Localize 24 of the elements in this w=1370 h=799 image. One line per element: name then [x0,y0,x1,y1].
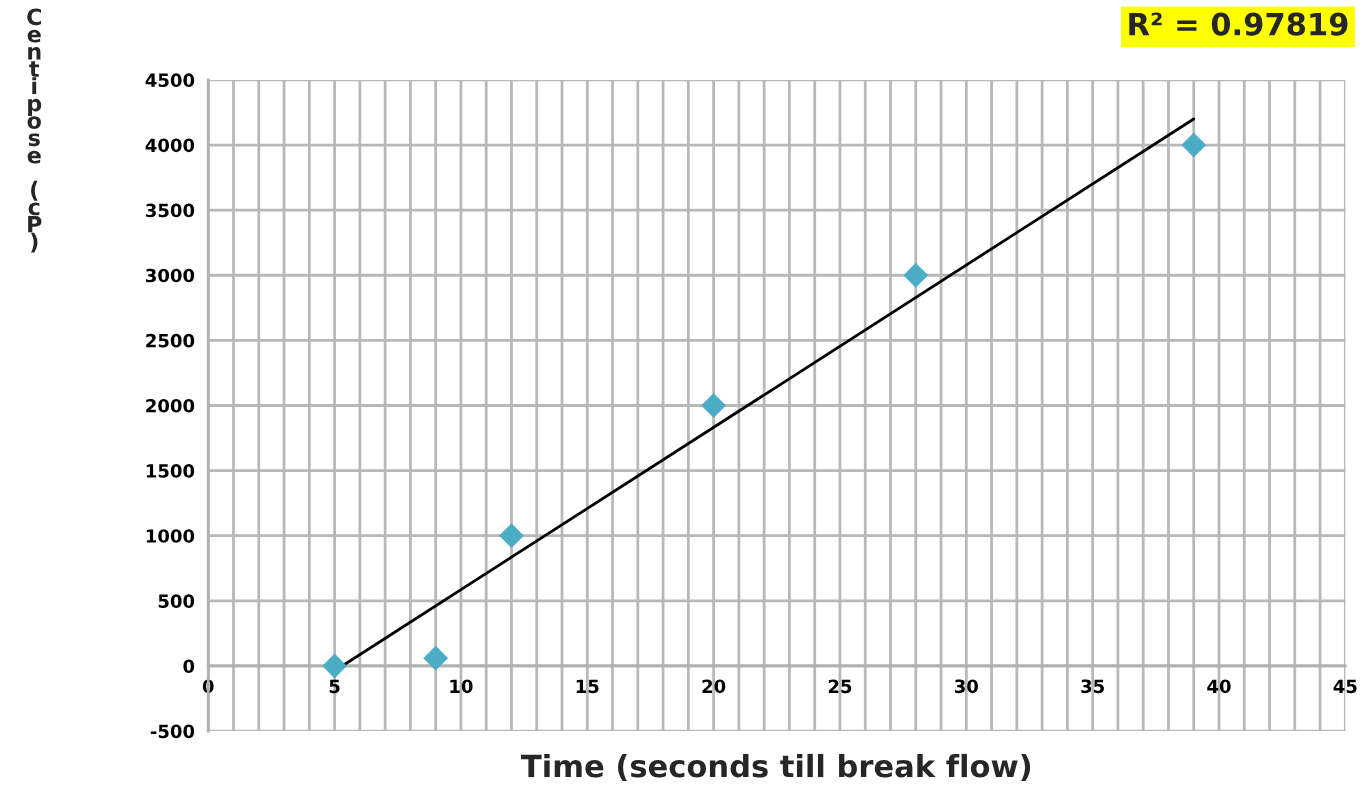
text: Centipose (cP) [27,8,42,253]
point [903,262,929,288]
y-tick-label: 2000 [146,398,195,413]
x-tick-label: 25 [828,679,852,694]
x-tick-label: 35 [1081,679,1104,694]
y-tick-label: 1000 [146,529,195,543]
y-tick-label: 4500 [145,73,195,88]
y-tick-label: 1500 [146,464,195,478]
x-tick-label: 20 [702,679,726,694]
x-tick-label: 30 [954,679,979,694]
y-tick-label: 4000 [145,138,195,153]
x-tick-label: 45 [1333,679,1357,694]
y-tick-label: 3500 [146,203,195,218]
text: R² = 0.97819 [1129,12,1348,36]
x-axis-title: Time (seconds till break flow) [521,753,1031,782]
x-tick-label: 40 [1207,679,1231,694]
y-tick-label: 0 [183,659,195,674]
y-tick-label: 2500 [146,333,195,348]
x-tick-label: 5 [329,679,340,694]
y-tick-label: 3000 [146,268,195,283]
x-tick-label: 15 [576,679,599,694]
y-tick-label: -500 [150,724,195,739]
x-tick-label: 10 [450,679,473,694]
y-tick-label: 500 [158,594,195,608]
